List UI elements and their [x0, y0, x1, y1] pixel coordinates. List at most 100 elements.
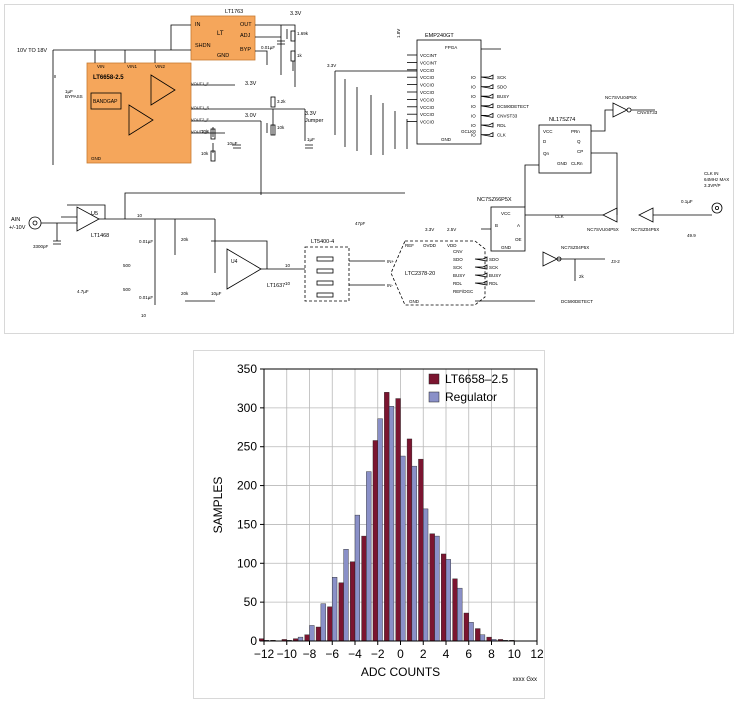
- v18-label: 1.8V: [396, 29, 401, 38]
- fpga-io-arrow: [480, 122, 494, 128]
- y-axis-label: SAMPLES: [211, 477, 225, 534]
- fpga-io-pin-label: IO: [471, 133, 476, 138]
- lt6658-pin-vout1s: VOUT1_S: [191, 105, 210, 110]
- bar-lt6658: [475, 628, 481, 642]
- adc-pin-vdd: VDD: [447, 243, 457, 248]
- bypass-label: BYPASS: [65, 94, 83, 99]
- switch-pin-label: VCC: [501, 211, 511, 216]
- fpga-io-pin-label: IO: [471, 104, 476, 109]
- switch-pin-label: GND: [501, 245, 512, 250]
- bar-regulator: [297, 636, 304, 642]
- x-axis-ticks: −12 −10 −8 −6 −4 −2 0 2 4 6 8 10 12: [254, 641, 544, 661]
- switch-pin-label: OE: [515, 237, 522, 242]
- fpga-pin-gnd: GND: [441, 137, 452, 142]
- bar-regulator: [411, 465, 417, 642]
- fpga-io-arrow: [480, 131, 494, 138]
- histogram-panel: 0 50 100 150 200 250 300 350 −12 −10 −8 −6 −4 −2 0 2 4 6…: [193, 350, 545, 699]
- u4-label: U4: [231, 259, 238, 265]
- cap-4-7uf: 4.7µF: [77, 289, 89, 294]
- adc-signal-label: BUSY: [489, 273, 501, 278]
- v33-label-jumper: 3.3V: [305, 111, 317, 117]
- lt1763-pin-adj: ADJ: [240, 33, 251, 39]
- lt5400-label: LT5400-4: [311, 239, 334, 245]
- bar-regulator: [388, 406, 395, 642]
- y-tick-label: 200: [237, 479, 257, 493]
- res-1k-top: 1k: [297, 53, 303, 58]
- bar-lt6658: [452, 578, 458, 642]
- supply-wiring: [191, 24, 306, 195]
- bandgap-label: BANDGAP: [93, 99, 118, 105]
- switch-pin-label: A: [517, 223, 520, 228]
- nc7svu04-mid-label: NC7SVU04P5X: [587, 227, 619, 232]
- lt1763-lt: LT: [217, 31, 224, 37]
- adc-signal-label: RDL: [489, 281, 498, 286]
- y-tick-label: 0: [250, 634, 257, 648]
- lt6658-pin-vout2s: VOUT2_S: [191, 129, 210, 134]
- fpga-io-pin-label: IO: [471, 113, 476, 118]
- bar-lt6658: [361, 535, 367, 642]
- flipflop-pin-label: Qn: [543, 151, 550, 156]
- adc-right-pin-label: CNV: [453, 249, 463, 254]
- x-tick-label: −4: [348, 647, 362, 661]
- bar-lt6658: [384, 392, 390, 642]
- adc-signal-arrow: [474, 256, 488, 262]
- flipflop-pin-label: D: [543, 139, 547, 144]
- bar-lt6658: [315, 626, 322, 642]
- adc-signal-arrow: [474, 264, 488, 270]
- v33-label-lt6658: 3.3V: [245, 81, 257, 87]
- bar-lt6658: [350, 561, 356, 642]
- fpga-signal-label: DC590DETECT: [497, 104, 529, 109]
- cap-3300pf: 3300pF: [33, 244, 49, 249]
- driver-wiring: [154, 219, 305, 305]
- fpga-left-pin-label: VCCINT: [420, 53, 437, 58]
- adc-right-pin-label: REF/DGC: [453, 289, 474, 294]
- bandgap-block: [90, 92, 122, 110]
- cap-47pf: 47pF: [355, 221, 366, 226]
- lt6658-opamp-1: [150, 74, 176, 106]
- legend-label: LT6658–2.5: [445, 372, 508, 386]
- nc7sz04-gate: [542, 251, 558, 267]
- fpga-io-pin-label: IO: [471, 123, 476, 128]
- cap-0-01uf-c: 0.01µF: [139, 295, 153, 300]
- bar-regulator: [457, 587, 463, 642]
- lt1637-opamp: [226, 248, 262, 290]
- bar-regulator: [479, 634, 486, 642]
- u5-label: U5: [91, 211, 98, 217]
- fpga-io-arrow: [480, 103, 494, 109]
- lt1763-label: LT1763: [225, 9, 243, 15]
- fpga-chip: [416, 39, 482, 145]
- cap-0-01uf-b: 0.01µF: [139, 239, 153, 244]
- lt6658-pin-vout2f: VOUT2_F: [191, 117, 210, 122]
- dc590-label: DC590DETECT: [561, 299, 593, 304]
- x-tick-label: 12: [530, 647, 544, 661]
- fpga-io-pin-label: IO: [471, 75, 476, 80]
- bar-lt6658: [463, 612, 469, 642]
- fpga-left-pin-label: VCCIO: [420, 68, 435, 73]
- res-2k: 2k: [579, 274, 585, 279]
- adc-pin-ovdd: OVDD: [423, 243, 437, 248]
- legend-swatch: [428, 373, 440, 385]
- lt6658-opamp-2: [128, 104, 154, 136]
- fpga-pin-gclk0: GCLK0: [461, 129, 476, 134]
- switch-pin-label: B: [495, 223, 498, 228]
- bar-regulator: [377, 418, 383, 642]
- bar-regulator: [320, 603, 326, 642]
- x-tick-label: 4: [443, 647, 450, 661]
- flipflop-pin-label: PRn: [571, 129, 580, 134]
- cap-0-1uf-clk: 0.1µF: [681, 199, 693, 204]
- adc-pin-inn: IN-: [387, 283, 394, 288]
- lt1763-pin-out: OUT: [240, 22, 252, 28]
- adc-right-pins: CNV SDO SCK BUSY RDL REF/DGC SDO SCK BUSY RDL: [453, 249, 501, 294]
- bar-regulator: [366, 471, 372, 642]
- bar-regulator: [343, 549, 349, 642]
- flipflop-pin-label: CLRn: [571, 161, 583, 166]
- vin-label: 10V TO 18V: [17, 48, 47, 54]
- nl17sz74-chip: [538, 124, 592, 174]
- fpga-left-pin-label: VCCIO: [420, 75, 435, 80]
- fpga-label: EMP240GT: [425, 33, 454, 39]
- fpga-left-pin-label: VCCINT: [420, 60, 437, 65]
- res-10k-c: 10k: [277, 125, 285, 130]
- cnvst33-label: CNVST33: [637, 110, 658, 115]
- circuit-schematic: LT1763 LT IN SHDN GND OUT ADJ BYP LT6658…: [4, 4, 734, 334]
